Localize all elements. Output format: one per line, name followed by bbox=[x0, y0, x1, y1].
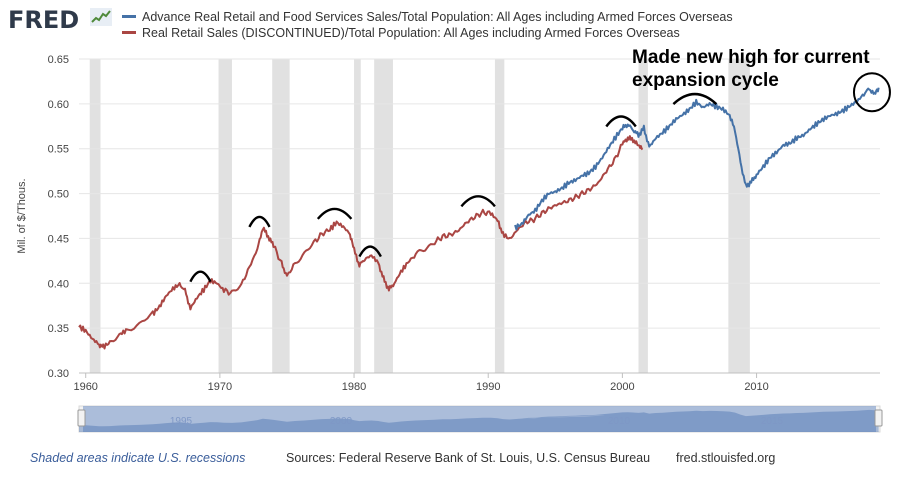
fred-logo[interactable]: FRED bbox=[8, 6, 80, 34]
x-tick-label: 1960 bbox=[73, 381, 97, 393]
annotation-peak-arc bbox=[672, 92, 718, 105]
annotation-line-2: expansion cycle bbox=[632, 70, 779, 91]
navigator-tick-label: 2015 bbox=[761, 416, 784, 427]
x-tick-label: 2010 bbox=[744, 381, 768, 393]
legend-swatch-blue bbox=[122, 15, 136, 19]
x-tick-label: 2000 bbox=[610, 381, 634, 393]
recession-band bbox=[728, 59, 750, 373]
site-link[interactable]: fred.stlouisfed.org bbox=[676, 451, 776, 465]
series-line-advance-retail[interactable] bbox=[514, 87, 880, 231]
annotation-circle bbox=[852, 72, 891, 113]
navigator-area bbox=[79, 409, 879, 432]
annotation-line-1: Made new high for current bbox=[632, 47, 870, 68]
y-tick-label: 0.50 bbox=[48, 189, 69, 201]
legend-label: Real Retail Sales (DISCONTINUED)/Total P… bbox=[142, 26, 680, 40]
annotation-peak-arc bbox=[189, 270, 212, 283]
navigator-right-handle[interactable] bbox=[874, 409, 883, 427]
y-axis-title: Mil. of $/Thous. bbox=[16, 178, 28, 253]
sources-text: Sources: Federal Reserve Bank of St. Lou… bbox=[286, 451, 651, 465]
recession-note: Shaded areas indicate U.S. recessions bbox=[30, 451, 246, 465]
line-chart: 0.30 0.35 0.40 0.45 0.50 0.55 0.60 0.65 1960 1970… bbox=[16, 54, 891, 433]
annotation-peak-arc bbox=[460, 195, 496, 208]
chart-header: FRED Advance Real Retail and Food Servic… bbox=[0, 0, 901, 48]
recession-band bbox=[354, 59, 361, 373]
y-tick-label: 0.65 bbox=[48, 54, 69, 66]
recession-band bbox=[218, 59, 232, 373]
annotation-peak-arc bbox=[358, 245, 382, 258]
y-tick-label: 0.60 bbox=[48, 99, 69, 111]
annotation-peak-arc bbox=[248, 215, 271, 228]
y-tick-label: 0.55 bbox=[48, 144, 69, 156]
annotation-peak-arc bbox=[316, 207, 353, 220]
recession-band bbox=[494, 59, 505, 373]
legend-item-real-retail-discontinued[interactable]: Real Retail Sales (DISCONTINUED)/Total P… bbox=[122, 26, 680, 40]
series-line-real-retail[interactable] bbox=[78, 135, 644, 350]
sparkline-chart-icon bbox=[90, 8, 112, 26]
legend-swatch-red bbox=[122, 31, 136, 35]
legend-label: Advance Real Retail and Food Services Sa… bbox=[142, 10, 733, 24]
navigator-tick-label: 2000 bbox=[330, 416, 353, 427]
annotation-peak-arc bbox=[605, 115, 637, 128]
y-tick-label: 0.30 bbox=[48, 368, 69, 380]
x-tick-label: 1970 bbox=[208, 381, 232, 393]
y-tick-label: 0.35 bbox=[48, 323, 69, 335]
x-tick-label: 1980 bbox=[342, 381, 366, 393]
navigator-tick-label: 1995 bbox=[170, 416, 193, 427]
chart-footer: Shaded areas indicate U.S. recessions So… bbox=[0, 448, 901, 470]
navigator-left-handle[interactable] bbox=[77, 409, 86, 427]
navigator-tick-label: 2010 bbox=[608, 416, 631, 427]
recession-band bbox=[638, 59, 648, 373]
y-tick-label: 0.40 bbox=[48, 278, 69, 290]
chart-annotation: Made new high for current expansion cycl… bbox=[632, 46, 870, 92]
recession-band bbox=[89, 59, 101, 373]
navigator-selection[interactable] bbox=[83, 406, 876, 432]
legend-item-advance-retail[interactable]: Advance Real Retail and Food Services Sa… bbox=[122, 10, 733, 24]
recession-band bbox=[374, 59, 393, 373]
y-tick-label: 0.45 bbox=[48, 233, 69, 245]
x-tick-label: 1990 bbox=[476, 381, 500, 393]
recession-band bbox=[272, 59, 290, 373]
